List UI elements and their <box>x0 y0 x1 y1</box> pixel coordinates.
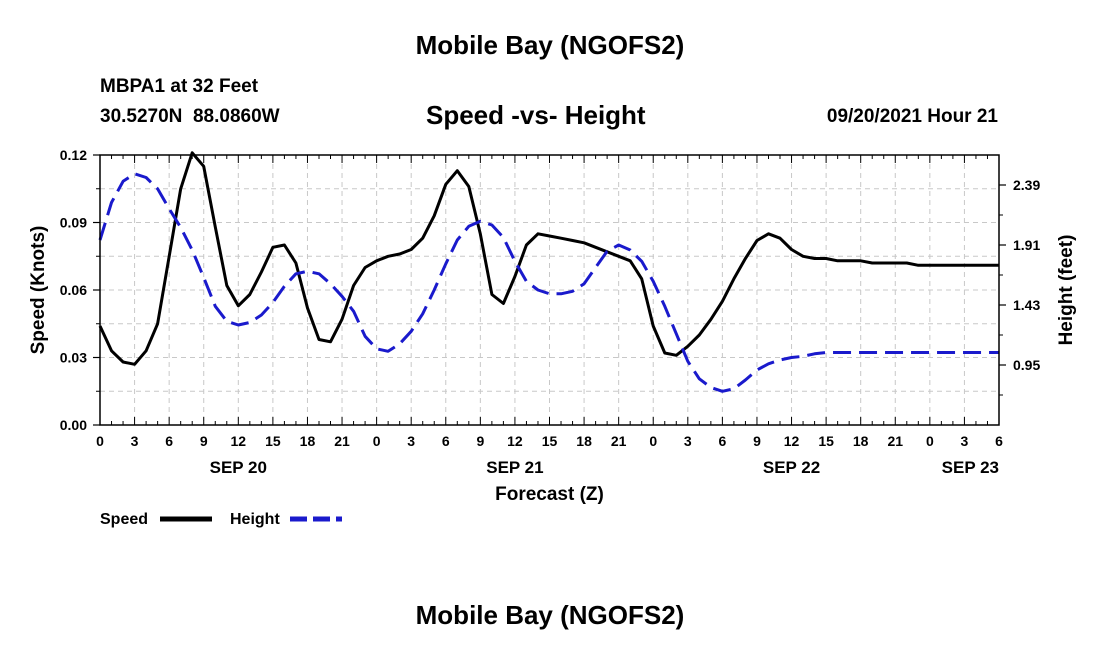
series-line-speed <box>98 151 999 366</box>
x-tick-label: 12 <box>507 433 523 449</box>
chart-subtitle: Speed -vs- Height <box>426 100 646 130</box>
x-tick-label: 9 <box>200 433 208 449</box>
x-tick-label: 12 <box>231 433 247 449</box>
y2-tick-label: 0.95 <box>1013 357 1040 373</box>
x-tick-label: 21 <box>611 433 627 449</box>
y-tick-label: 0.03 <box>60 350 87 366</box>
legend: Speed Height <box>100 511 342 528</box>
x-tick-label: 3 <box>131 433 139 449</box>
x-tick-label: 9 <box>476 433 484 449</box>
main-title: Mobile Bay (NGOFS2) <box>415 30 685 60</box>
date-label: SEP 22 <box>763 458 820 477</box>
x-tick-label: 15 <box>818 433 834 449</box>
grid <box>99 154 1000 426</box>
x-tick-label: 0 <box>96 433 104 449</box>
footer-title: Mobile Bay (NGOFS2) <box>415 600 685 630</box>
x-tick-label: 6 <box>165 433 173 449</box>
x-tick-label: 15 <box>542 433 558 449</box>
y-tick-label: 0.06 <box>60 282 87 298</box>
x-tick-label: 18 <box>576 433 592 449</box>
x-axis-title: Forecast (Z) <box>495 484 604 505</box>
x-tick-label: 12 <box>784 433 800 449</box>
legend-label-height: Height <box>230 511 280 528</box>
x-tick-label: 6 <box>995 433 1003 449</box>
y2-tick-label: 2.39 <box>1013 177 1040 193</box>
y-tick-label: 0.12 <box>60 147 87 163</box>
x-tick-label: 18 <box>300 433 316 449</box>
date-label: SEP 21 <box>486 458 543 477</box>
x-tick-label: 6 <box>442 433 450 449</box>
y2-tick-label: 1.43 <box>1013 297 1040 313</box>
date-label: SEP 20 <box>210 458 267 477</box>
x-tick-label: 3 <box>961 433 969 449</box>
x-tick-label: 0 <box>373 433 381 449</box>
x-tick-label: 0 <box>926 433 934 449</box>
y-axis-title: Speed (Knots) <box>28 226 49 355</box>
x-tick-label: 3 <box>684 433 692 449</box>
y-tick-label: 0.09 <box>60 215 87 231</box>
x-tick-label: 21 <box>334 433 350 449</box>
x-tick-label: 9 <box>753 433 761 449</box>
y2-tick-label: 1.91 <box>1013 237 1040 253</box>
x-tick-label: 15 <box>265 433 281 449</box>
y-tick-label: 0.00 <box>60 417 87 433</box>
x-tick-label: 3 <box>407 433 415 449</box>
series-line-height <box>98 172 999 393</box>
date-label: SEP 23 <box>942 458 999 477</box>
legend-label-speed: Speed <box>100 511 148 528</box>
station-name: MBPA1 at 32 Feet <box>100 76 259 97</box>
station-coordinates: 30.5270N 88.0860W <box>100 106 280 127</box>
x-tick-label: 6 <box>718 433 726 449</box>
x-tick-label: 0 <box>649 433 657 449</box>
run-timestamp: 09/20/2021 Hour 21 <box>826 106 998 127</box>
x-tick-label: 21 <box>887 433 903 449</box>
x-tick-label: 18 <box>853 433 869 449</box>
y2-axis-title: Height (feet) <box>1056 235 1077 346</box>
